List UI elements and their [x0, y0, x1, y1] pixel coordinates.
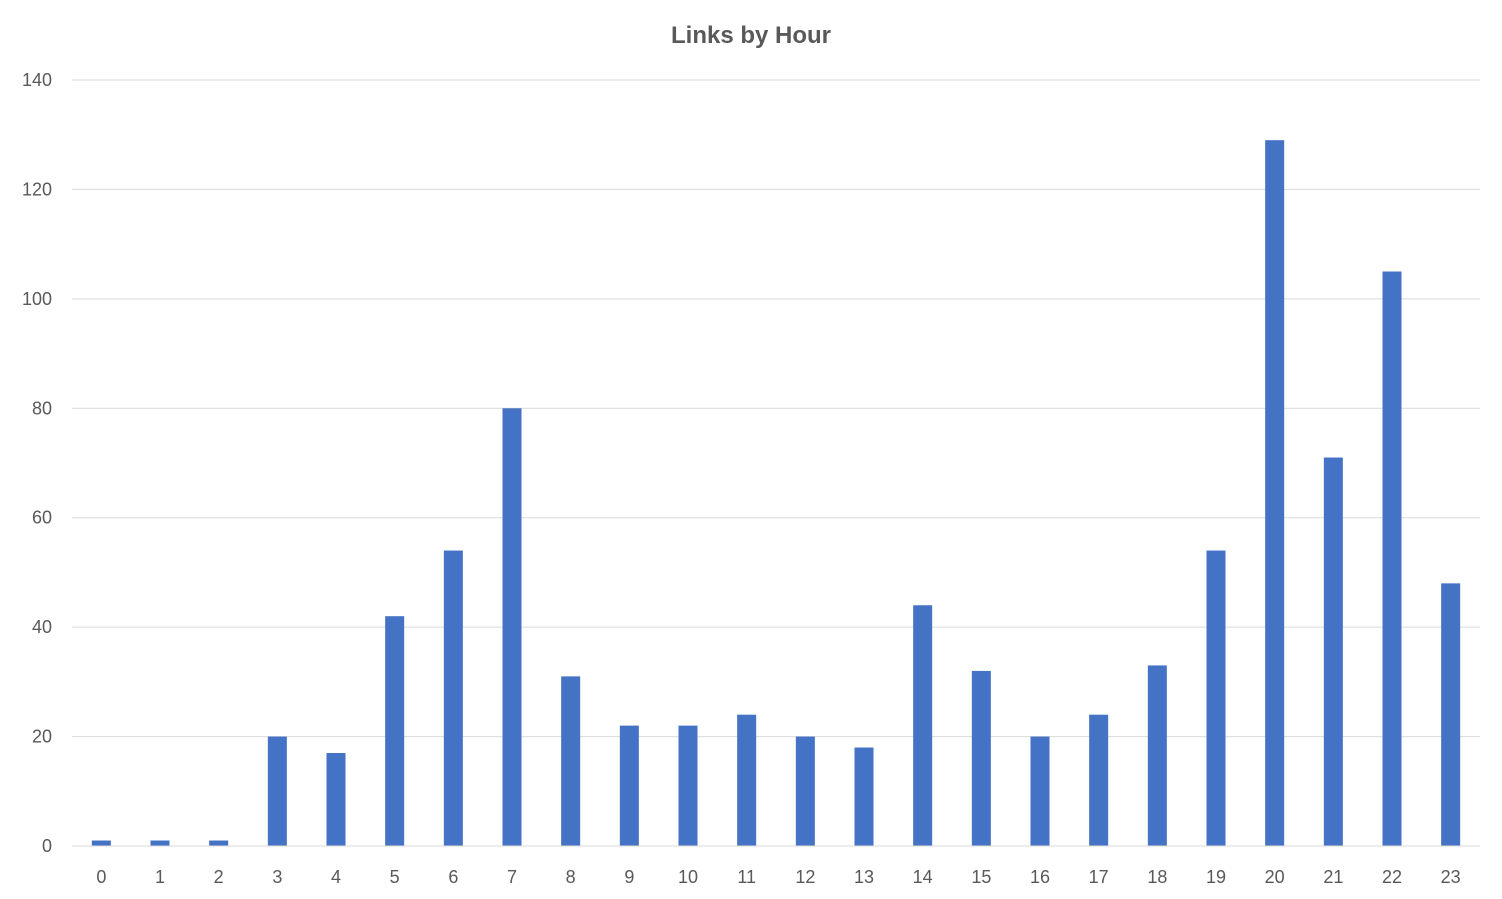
bar-hour-15: [971, 670, 991, 846]
bar-hour-8: [561, 676, 581, 846]
x-tick-label: 8: [566, 867, 576, 887]
y-tick-label: 120: [22, 179, 52, 199]
x-tick-label: 15: [971, 867, 991, 887]
bar-hour-19: [1206, 550, 1226, 846]
bar-hour-12: [795, 736, 815, 846]
x-tick-label: 23: [1441, 867, 1461, 887]
bar-hour-21: [1323, 457, 1343, 846]
bar-hour-0: [91, 840, 111, 846]
bar-hour-1: [150, 840, 170, 846]
chart-title: Links by Hour: [670, 22, 832, 49]
x-tick-label: 14: [913, 867, 933, 887]
x-tick-label: 19: [1206, 867, 1226, 887]
x-tick-label: 6: [448, 867, 458, 887]
x-tick-label: 22: [1382, 867, 1402, 887]
y-tick-label: 0: [42, 836, 52, 856]
x-tick-label: 3: [272, 867, 282, 887]
x-tick-label: 11: [737, 867, 756, 887]
gridlines: [72, 79, 1480, 738]
bar-hour-9: [619, 725, 639, 846]
bar-hour-16: [1030, 736, 1050, 846]
bar-hour-6: [443, 550, 463, 846]
bar-hour-5: [385, 616, 405, 846]
bar-hour-17: [1089, 714, 1109, 846]
bar-hour-20: [1265, 140, 1285, 846]
x-tick-label: 21: [1323, 867, 1343, 887]
x-tick-label: 7: [507, 867, 517, 887]
x-tick-label: 13: [854, 867, 874, 887]
x-tick-label: 4: [331, 867, 341, 887]
bar-hour-23: [1441, 583, 1461, 846]
x-tick-label: 16: [1030, 867, 1050, 887]
bar-hour-3: [267, 736, 287, 846]
y-tick-label: 80: [32, 398, 52, 418]
x-tick-label: 17: [1089, 867, 1109, 887]
bar-hour-2: [209, 840, 229, 846]
x-tick-label: 18: [1147, 867, 1167, 887]
y-tick-label: 140: [22, 70, 52, 90]
bar-hour-10: [678, 725, 698, 846]
x-tick-label: 20: [1265, 867, 1285, 887]
bar-hour-11: [737, 714, 757, 846]
x-tick-label: 0: [96, 867, 106, 887]
bars: [91, 140, 1461, 846]
y-tick-label: 40: [32, 617, 52, 637]
bar-hour-7: [502, 408, 522, 846]
x-tick-label: 5: [390, 867, 400, 887]
bar-hour-18: [1147, 665, 1167, 846]
y-tick-label: 100: [22, 289, 52, 309]
bar-hour-14: [913, 605, 933, 846]
x-tick-label: 2: [214, 867, 224, 887]
x-tick-label: 12: [795, 867, 815, 887]
y-tick-label: 60: [32, 508, 52, 528]
x-tick-label: 9: [624, 867, 634, 887]
bar-hour-22: [1382, 271, 1402, 846]
bar-hour-13: [854, 747, 874, 846]
x-tick-label: 10: [678, 867, 698, 887]
y-tick-label: 20: [32, 727, 52, 747]
bar-hour-4: [326, 752, 346, 846]
x-tick-label: 1: [155, 867, 165, 887]
